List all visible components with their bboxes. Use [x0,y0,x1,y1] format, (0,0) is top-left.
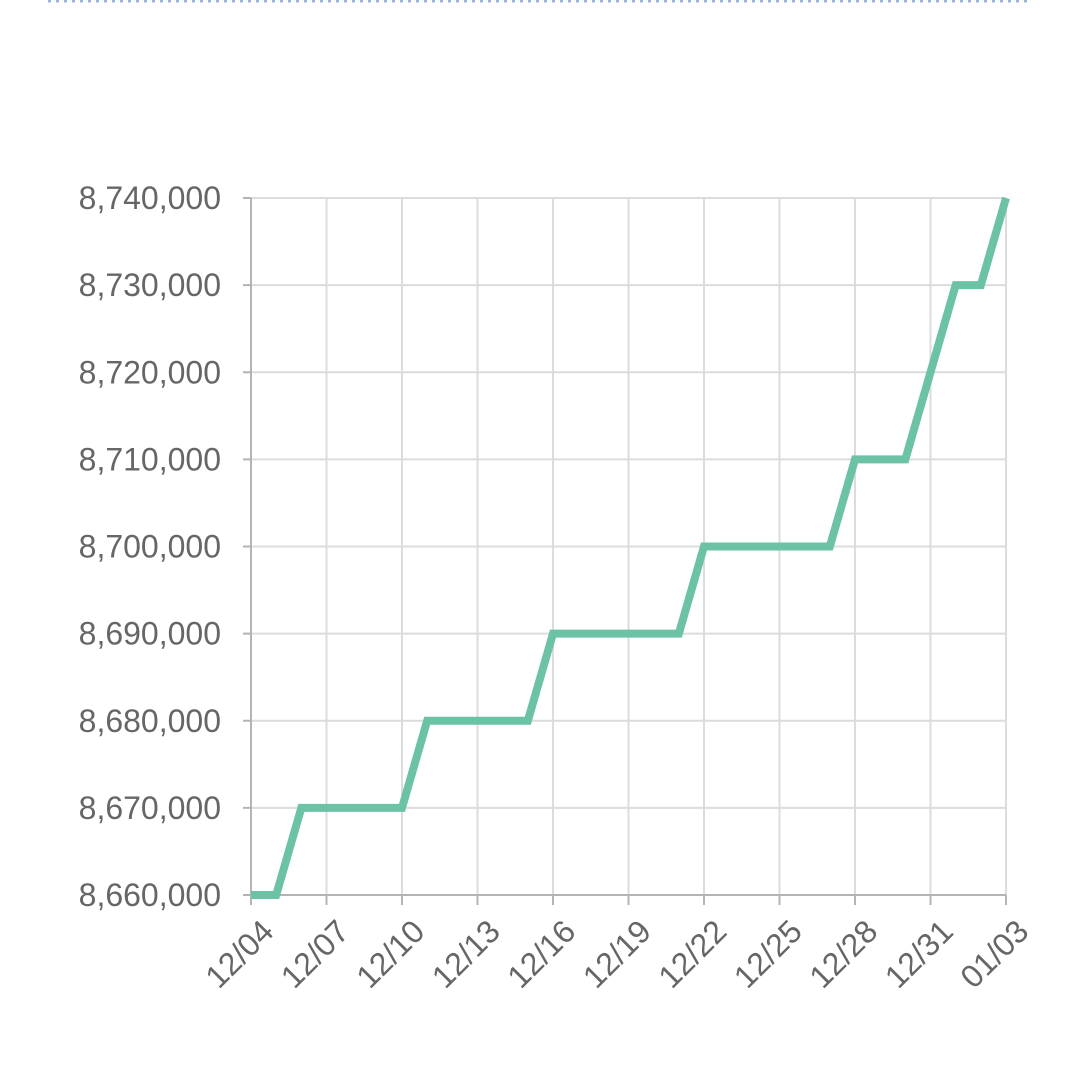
x-tick-label: 12/31 [878,913,960,995]
x-tick-label: 12/13 [425,913,507,995]
y-tick-label: 8,740,000 [79,180,221,216]
x-tick-label: 12/07 [274,913,356,995]
y-tick-label: 8,660,000 [79,877,221,913]
x-tick-label: 12/28 [802,913,884,995]
x-tick-label: 12/10 [349,913,431,995]
x-tick-label: 12/04 [198,913,280,995]
x-tick-label: 12/25 [727,913,809,995]
y-tick-label: 8,720,000 [79,354,221,390]
x-tick-label: 12/19 [576,913,658,995]
x-tick-label: 12/22 [651,913,733,995]
x-tick-label: 12/16 [500,913,582,995]
y-tick-label: 8,730,000 [79,267,221,303]
axes [243,197,1007,905]
y-axis-tick-labels: 8,660,000 8,670,000 8,680,000 8,690,000 8,70… [79,180,221,913]
y-tick-label: 8,680,000 [79,703,221,739]
y-tick-label: 8,690,000 [79,616,221,652]
y-tick-label: 8,700,000 [79,529,221,565]
series-line [251,196,1010,899]
x-tick-label: 01/03 [953,913,1035,995]
y-tick-label: 8,670,000 [79,790,221,826]
y-tick-label: 8,710,000 [79,441,221,477]
x-axis-tick-labels: 12/0412/0712/1012/1312/1612/1912/2212/25… [198,913,1035,995]
series-lines [251,196,1010,899]
